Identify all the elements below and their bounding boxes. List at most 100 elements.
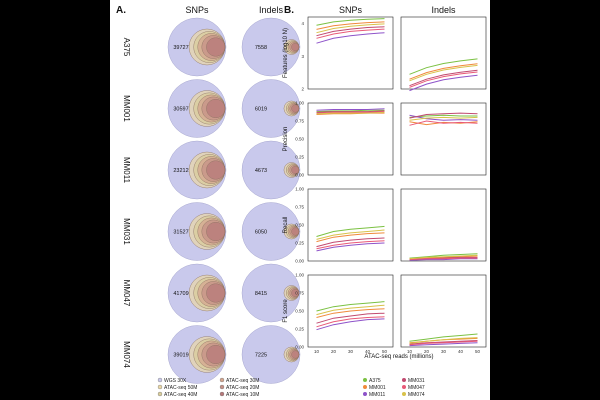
venn-column-header-indels: Indels — [259, 5, 284, 15]
y-tick-label-f1-score-1-00: 1.00 — [295, 273, 304, 278]
venn-wgs-circle-mm074-indels — [241, 325, 301, 384]
panel-b-label: B. — [284, 5, 294, 16]
series-line-f1-score-snps-a375 — [316, 301, 385, 312]
series-line-f1-score-indels-mm011 — [409, 342, 478, 347]
venn-atac-circle-mm074-snps-atac-seq-10m — [206, 345, 226, 364]
panel-a-venn: SNPs Indels A375 39727 7558 MM001 30597 6019 MM0… — [122, 5, 301, 398]
venn-wgs-circle-mm001-indels — [241, 79, 301, 138]
legend-b-swatch-a375 — [363, 378, 367, 382]
series-line-features-log10-n-snps-mm074 — [316, 23, 385, 34]
plot-frame-precision-snps — [307, 102, 394, 176]
series-line-precision-indels-a375 — [409, 114, 478, 118]
series-line-precision-indels-mm074 — [409, 116, 478, 121]
venn-count-mm074-indels: 7225 — [255, 353, 267, 359]
series-line-precision-indels-mm047 — [409, 120, 478, 126]
y-tick-label-precision-0-50: 0.50 — [295, 137, 304, 142]
legend-b-swatch-mm001 — [363, 385, 367, 389]
legend-a-swatch-atac-seq-20m — [219, 384, 225, 390]
y-tick-label-recall-0-00: 0.00 — [295, 259, 304, 264]
series-line-features-log10-n-snps-a375 — [316, 18, 385, 26]
x-tick-label-snps-20: 20 — [331, 349, 337, 354]
series-line-recall-snps-mm031 — [316, 237, 385, 248]
legend-a-swatch-atac-seq-40m — [157, 391, 163, 397]
legend-b-swatch-mm047 — [402, 385, 406, 389]
venn-count-mm031-indels: 6050 — [255, 230, 267, 236]
y-tick-label-features-log10-n-2: 2 — [301, 87, 304, 92]
x-tick-label-indels-10: 10 — [407, 349, 413, 354]
venn-count-mm047-snps: 41709 — [173, 291, 188, 297]
venn-wgs-circle-mm047-indels — [241, 263, 301, 323]
venn-atac-circle-mm047-indels-atac-seq-10m — [291, 289, 300, 297]
y-tick-label-f1-score-0-00: 0.00 — [295, 345, 304, 350]
series-line-f1-score-indels-a375 — [409, 333, 478, 342]
venn-atac-circle-mm047-snps-atac-seq-10m — [206, 283, 226, 303]
legend-b-swatch-mm011 — [363, 392, 367, 396]
x-tick-label-indels-30: 30 — [441, 349, 447, 354]
venn-count-mm047-indels: 8415 — [255, 291, 267, 297]
plot-frame-features-log10-n-snps — [307, 16, 394, 90]
series-line-recall-snps-mm001 — [316, 232, 385, 243]
plot-frame-features-log10-n-indels — [400, 16, 487, 90]
legend-a-label-atac-seq-10m: ATAC-seq 10M — [226, 392, 259, 398]
legend-a-label-atac-seq-50m: ATAC-seq 50M — [164, 385, 197, 391]
venn-column-header-snps: SNPs — [185, 5, 209, 15]
y-tick-label-features-log10-n-4: 4 — [301, 21, 304, 26]
legend-a-swatch-wgs-30x — [157, 377, 163, 383]
venn-row-label-a375: A375 — [122, 38, 131, 57]
legend-a-label-atac-seq-40m: ATAC-seq 40M — [164, 392, 197, 398]
y-axis-label-features-log10-n: Features (log10 N) — [283, 28, 289, 78]
plot-frame-recall-snps — [307, 188, 394, 262]
y-tick-label-precision-0-00: 0.00 — [295, 173, 304, 178]
legend-b-label-mm001: MM001 — [369, 385, 386, 391]
y-tick-label-f1-score-0-75: 0.75 — [295, 291, 304, 296]
venn-wgs-circle-mm031-indels — [241, 202, 301, 261]
x-tick-label-indels-50: 50 — [475, 349, 481, 354]
venn-row-label-mm001: MM001 — [122, 95, 131, 122]
series-line-features-log10-n-snps-mm011 — [316, 32, 385, 44]
venn-row-label-mm074: MM074 — [122, 341, 131, 368]
venn-atac-circle-mm011-snps-atac-seq-10m — [206, 160, 226, 180]
x-tick-label-indels-20: 20 — [424, 349, 430, 354]
series-line-recall-indels-mm011 — [409, 258, 478, 261]
venn-row-label-mm047: MM047 — [122, 280, 131, 307]
y-tick-label-features-log10-n-3: 3 — [301, 54, 304, 59]
y-tick-label-precision-0-75: 0.75 — [295, 119, 304, 124]
series-line-recall-indels-a375 — [409, 253, 478, 259]
series-line-precision-snps-mm011 — [316, 108, 385, 111]
plot-frame-recall-indels — [400, 188, 487, 262]
legend-a-swatch-atac-seq-10m — [219, 391, 225, 397]
venn-count-mm001-snps: 30597 — [173, 107, 188, 113]
series-line-features-log10-n-indels-mm074 — [409, 64, 478, 82]
series-line-features-log10-n-snps-mm031 — [316, 26, 385, 37]
venn-wgs-circle-mm011-indels — [241, 140, 301, 200]
legend-b-swatch-mm031 — [402, 378, 406, 382]
venn-atac-circle-mm001-indels-atac-seq-10m — [291, 104, 300, 113]
y-tick-label-recall-1-00: 1.00 — [295, 187, 304, 192]
series-line-precision-snps-mm074 — [316, 111, 385, 115]
venn-count-mm031-snps: 31527 — [173, 230, 188, 236]
legend-a-label-atac-seq-20m: ATAC-seq 20M — [226, 385, 259, 391]
series-line-recall-snps-a375 — [316, 225, 385, 237]
legend-a-label-atac-seq-30m: ATAC-seq 30M — [226, 378, 259, 384]
series-line-f1-score-indels-mm047 — [409, 340, 478, 346]
y-tick-label-recall-0-50: 0.50 — [295, 223, 304, 228]
series-line-recall-indels-mm047 — [409, 257, 478, 261]
series-line-features-log10-n-indels-mm047 — [409, 71, 478, 88]
series-line-features-log10-n-indels-a375 — [409, 58, 478, 75]
legend-b-label-mm031: MM031 — [408, 378, 425, 384]
venn-count-mm011-indels: 4673 — [255, 168, 267, 174]
series-line-precision-indels-mm011 — [409, 114, 478, 121]
x-tick-label-snps-30: 30 — [348, 349, 354, 354]
series-line-features-log10-n-snps-mm001 — [316, 21, 385, 30]
y-tick-label-recall-0-75: 0.75 — [295, 205, 304, 210]
y-axis-label-precision: Precision — [283, 127, 289, 152]
y-tick-label-precision-0-25: 0.25 — [295, 155, 304, 160]
venn-atac-circle-mm001-snps-atac-seq-10m — [206, 99, 226, 118]
series-line-precision-snps-mm031 — [316, 110, 385, 113]
series-line-recall-indels-mm074 — [409, 254, 478, 260]
venn-count-mm011-snps: 23212 — [173, 168, 188, 174]
venn-atac-circle-mm031-snps-atac-seq-10m — [206, 222, 226, 241]
y-tick-label-f1-score-0-50: 0.50 — [295, 309, 304, 314]
series-line-recall-snps-mm011 — [316, 242, 385, 252]
